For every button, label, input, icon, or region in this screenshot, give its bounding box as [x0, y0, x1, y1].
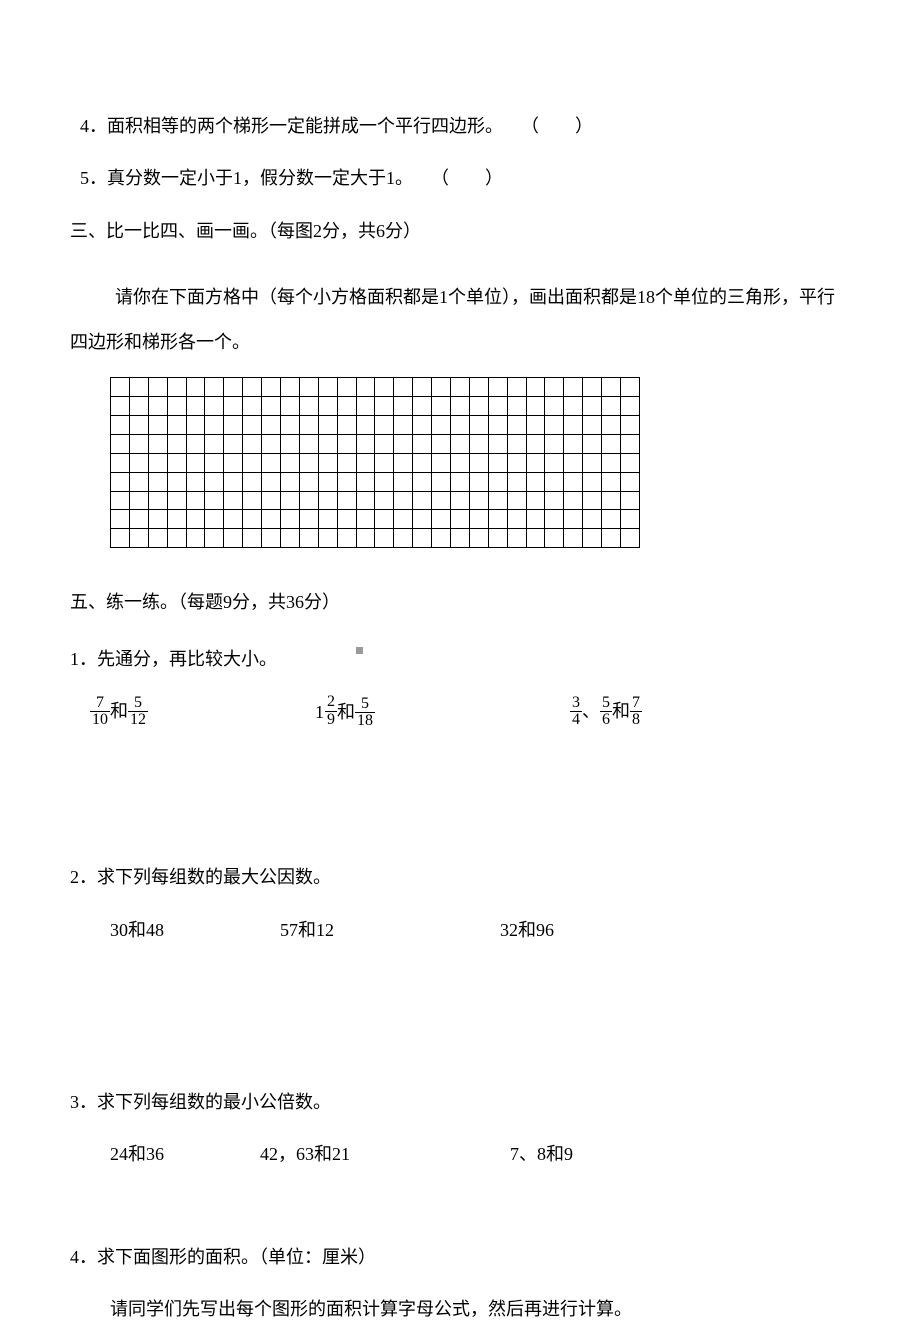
drawing-grid-container [70, 377, 850, 548]
problem-2-row: 30和48 57和12 32和96 [70, 914, 850, 946]
section-5-heading: 五、练一练。（每题9分，共36分） [70, 586, 850, 618]
problem-3b: 42，63和21 [260, 1138, 510, 1170]
problem-3-row: 24和36 42，63和21 7、8和9 [70, 1138, 850, 1170]
fraction: 2 9 [325, 694, 337, 729]
denominator: 10 [90, 712, 110, 729]
problem-3-title: 3．求下列每组数的最小公倍数。 [70, 1086, 850, 1118]
section-3-heading: 三、比一比四、画一画。（每图2分，共6分） [70, 215, 850, 247]
fraction: 5 18 [355, 696, 375, 731]
numerator: 7 [90, 695, 110, 713]
fraction: 5 6 [600, 695, 612, 730]
fraction: 3 4 [570, 695, 582, 730]
numerator: 5 [355, 696, 375, 714]
numerator: 2 [325, 694, 337, 712]
fraction: 5 12 [128, 695, 148, 730]
join-text: 和 [337, 702, 355, 722]
problem-2b: 57和12 [280, 914, 500, 946]
drawing-grid [110, 377, 640, 548]
join-text: 和 [612, 701, 630, 721]
section-3-instruction: 请你在下面方格中（每个小方格面积都是1个单位），画出面积都是18个单位的三角形，… [70, 275, 850, 365]
fraction: 7 10 [90, 695, 110, 730]
problem-2a: 30和48 [110, 914, 280, 946]
problem-4-title: 4．求下面图形的面积。（单位：厘米） [70, 1241, 850, 1273]
fraction: 7 8 [630, 695, 642, 730]
problem-2c: 32和96 [500, 914, 850, 946]
join-text: 和 [110, 701, 128, 721]
worksheet-page: 4．面积相等的两个梯形一定能拼成一个平行四边形。 （ ） 5．真分数一定小于1，… [0, 0, 920, 1304]
numerator: 5 [600, 695, 612, 713]
question-4: 4．面积相等的两个梯形一定能拼成一个平行四边形。 （ ） [70, 110, 850, 142]
denominator: 8 [630, 712, 642, 729]
denominator: 18 [355, 713, 375, 730]
problem-1-title: 1．先通分，再比较大小。 [70, 643, 850, 675]
whole-part: 1 [315, 696, 324, 728]
problem-1c: 3 4 、 5 6 和 7 8 [570, 695, 850, 731]
separator: 、 [582, 701, 600, 721]
denominator: 4 [570, 712, 582, 729]
numerator: 7 [630, 695, 642, 713]
denominator: 9 [325, 712, 337, 729]
problem-1a: 7 10 和 5 12 [90, 695, 315, 731]
problem-3c: 7、8和9 [510, 1138, 850, 1170]
problem-1-row: 7 10 和 5 12 1 2 9 和 5 18 3 4 、 [70, 695, 850, 731]
numerator: 3 [570, 695, 582, 713]
problem-3a: 24和36 [110, 1138, 260, 1170]
problem-4-note: 请同学们先写出每个图形的面积计算字母公式，然后再进行计算。 [70, 1293, 850, 1325]
denominator: 12 [128, 712, 148, 729]
numerator: 5 [128, 695, 148, 713]
dot-mark-icon [356, 647, 363, 654]
problem-2-title: 2．求下列每组数的最大公因数。 [70, 861, 850, 893]
problem-1b: 1 2 9 和 5 18 [315, 695, 570, 731]
mixed-number: 1 2 9 [315, 695, 337, 730]
denominator: 6 [600, 712, 612, 729]
question-5: 5．真分数一定小于1，假分数一定大于1。 （ ） [70, 162, 850, 194]
